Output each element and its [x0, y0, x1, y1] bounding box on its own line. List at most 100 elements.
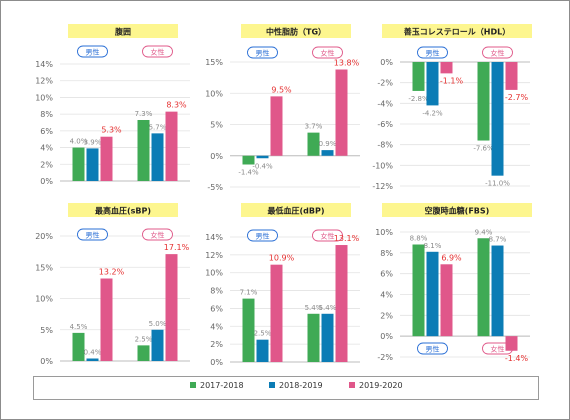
panel-4-value-label: 5.0% [149, 320, 167, 328]
panel-3-value-label: -4.2% [422, 109, 443, 117]
panel-5-ytick: 0% [210, 358, 223, 367]
panel-3-title: 善玉コレステロール（HDL） [404, 27, 510, 37]
panel-3-bar [505, 62, 518, 90]
panel-5-bar [307, 313, 320, 362]
panel-1-title-box [68, 24, 178, 38]
panel-3-ytick: -4% [377, 99, 393, 108]
legend-label: 2018-2019 [279, 381, 323, 390]
panel-1-ytick: 12% [35, 77, 53, 86]
panel-2-category-label: 女性 [321, 48, 335, 57]
panel-5-value-label: 7.1% [240, 289, 258, 297]
panel-1-title: 腹囲 [114, 27, 131, 37]
panel-2-bar [321, 150, 334, 156]
panel-6-ytick: 4% [380, 291, 393, 300]
legend-label: 2017-2018 [200, 381, 244, 390]
panel-1-category-label-box [77, 45, 108, 58]
panel-6-bar [412, 244, 425, 337]
panel-3-bar [412, 62, 425, 91]
panel-1-bar [86, 148, 99, 181]
panel-3-category-label-box [482, 46, 513, 59]
panel-2-title-box [241, 24, 351, 38]
panel-6-category-label-box [417, 342, 448, 355]
legend-label: 2019-2020 [359, 381, 403, 390]
panel-1-ytick: 4% [40, 144, 53, 153]
panel-2-bar [335, 69, 348, 156]
legend-swatch-2019-2020 [349, 382, 355, 388]
panel-4-title: 最高血圧(sBP) [95, 206, 151, 216]
legend-swatch-2018-2019 [269, 382, 275, 388]
panel-4-bar [165, 254, 178, 361]
panel-2-bar [242, 155, 255, 165]
panel-5-value-label: 13.1% [334, 234, 360, 243]
panel-1-value-label: 8.3% [166, 101, 187, 110]
legend: 2017-2018 2018-2019 2019-2020 [33, 376, 539, 400]
panel-1-category-label-box [142, 45, 173, 58]
panel-1-value-label: 5.3% [101, 126, 122, 135]
panel-3-ytick: -10% [372, 161, 393, 170]
panel-3-bar [426, 62, 439, 106]
panel-6-title-box [382, 203, 532, 217]
panel-1-value-label: 3.9% [84, 138, 102, 146]
panel-4-value-label: 13.2% [99, 268, 125, 277]
panel-1-category-label: 女性 [151, 47, 165, 56]
panel-5-ytick: 4% [210, 322, 223, 331]
panel-4-bar [72, 332, 85, 361]
panel-4-ytick: 0% [40, 357, 53, 366]
panel-6-category-label: 男性 [426, 344, 440, 353]
panel-6-value-label: 8.1% [424, 242, 442, 250]
panel-1-ytick: 2% [40, 160, 53, 169]
panel-5-ytick: 10% [205, 269, 223, 278]
panel-6-value-label: 8.8% [410, 235, 428, 243]
panel-1-category-label: 男性 [86, 47, 100, 56]
panel-3-category-label: 女性 [491, 48, 505, 57]
panel-2-category-label-box [312, 46, 343, 59]
panel-1-bar [165, 111, 178, 181]
panel-4-value-label: 0.4% [84, 349, 102, 357]
panel-2-value-label: 13.8% [334, 59, 360, 68]
panel-3-title-box [382, 24, 532, 38]
panel-6-value-label: 6.9% [441, 253, 462, 262]
panel-6-ytick: 10% [375, 228, 393, 237]
panel-1-ytick: 0% [40, 177, 53, 186]
panel-5-value-label: 10.9% [269, 254, 295, 263]
panel-6-bar [505, 336, 518, 351]
panel-5-bar [256, 339, 269, 362]
panel-2-bar [270, 96, 283, 156]
panel-4-value-label: 4.5% [70, 323, 88, 331]
panel-4-bar [151, 329, 164, 361]
panel-6-bar [491, 245, 504, 337]
panel-2-value-label: 3.7% [305, 123, 323, 131]
panel-2-ytick: 5% [210, 121, 223, 130]
panel-6-ytick: 6% [380, 270, 393, 279]
panel-3-ytick: -8% [377, 141, 393, 150]
panel-5-bar [335, 245, 348, 362]
panel-6-title: 空腹時血糖(FBS) [425, 206, 490, 216]
panel-5-category-label: 男性 [256, 231, 270, 240]
panel-5-category-label-box [312, 229, 343, 242]
panel-6-ytick: 8% [380, 249, 393, 258]
panel-5-bar [242, 298, 255, 362]
panel-4-category-label-box [77, 228, 108, 241]
panel-2-ytick: -5% [207, 183, 223, 192]
panel-6-bar [477, 238, 490, 337]
panel-3-category-label-box [417, 46, 448, 59]
panel-5-ytick: 2% [210, 340, 223, 349]
panel-5-value-label: 5.4% [319, 304, 337, 312]
panel-3-ytick: -2% [377, 79, 393, 88]
panel-2-value-label: -0.4% [252, 162, 273, 170]
panel-2-bar [307, 132, 320, 156]
panel-4-ytick: 15% [35, 263, 53, 272]
legend-item-2019-2020: 2019-2020 [349, 381, 403, 390]
panel-1-value-label: 4.0% [70, 138, 88, 146]
panel-2-value-label: 9.5% [271, 85, 292, 94]
panel-6-bar [440, 264, 453, 337]
panel-2-category-label-box [247, 46, 278, 59]
panel-4-value-label: 2.5% [135, 335, 153, 343]
panel-4-ytick: 5% [40, 326, 53, 335]
panel-1-ytick: 10% [35, 93, 53, 102]
panel-3-value-label: -1.1% [440, 76, 464, 85]
panel-4-category-label: 男性 [86, 230, 100, 239]
panel-5-category-label: 女性 [321, 231, 335, 240]
panel-6-bar [426, 251, 439, 337]
panel-5-title: 最低血圧(dBP) [268, 206, 325, 216]
